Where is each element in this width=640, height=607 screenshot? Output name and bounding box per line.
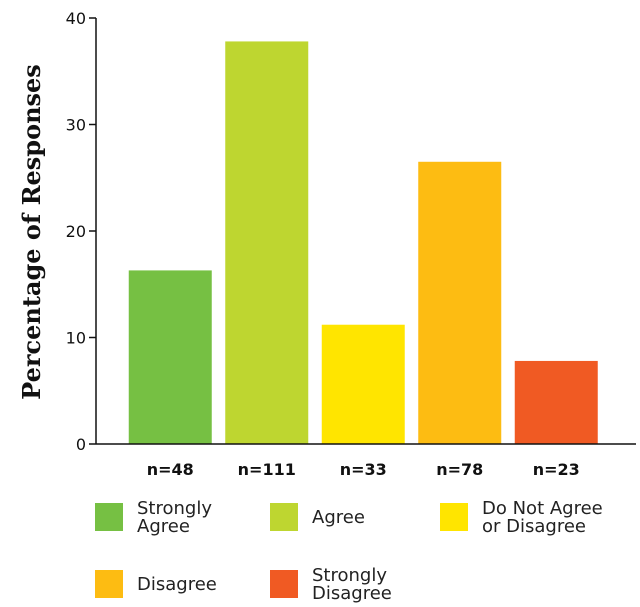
count-label: n=111 — [238, 460, 296, 479]
y-tick-label: 30 — [66, 116, 86, 135]
legend-swatch — [270, 570, 298, 598]
legend-swatch — [440, 503, 468, 531]
legend-label: Strongly — [137, 498, 212, 519]
bar-3 — [321, 324, 405, 444]
y-axis: 0 10 20 30 40 — [66, 9, 97, 454]
y-tick-label: 20 — [66, 222, 86, 241]
legend-label: Disagree — [137, 574, 217, 595]
count-label: n=23 — [533, 460, 580, 479]
legend-item: Disagree — [95, 570, 217, 598]
legend-swatch — [95, 570, 123, 598]
legend-label: Agree — [137, 516, 190, 537]
bar-1 — [128, 270, 212, 444]
count-label: n=48 — [147, 460, 194, 479]
bars-group — [128, 41, 598, 445]
y-axis-label: Percentage of Responses — [17, 64, 46, 400]
legend-item: Agree — [270, 503, 365, 531]
bar-2 — [225, 41, 309, 445]
y-tick-label: 10 — [66, 329, 86, 348]
bar-4 — [418, 161, 502, 444]
legend-label: Do Not Agree — [482, 498, 603, 519]
legend-label: Agree — [312, 507, 365, 528]
legend-swatch — [270, 503, 298, 531]
bar-5 — [514, 360, 598, 444]
legend-label: Disagree — [312, 583, 392, 604]
legend-swatch — [95, 503, 123, 531]
count-labels: n=48 n=111 n=33 n=78 n=23 — [147, 460, 580, 479]
y-tick-label: 0 — [76, 435, 86, 454]
count-label: n=78 — [436, 460, 483, 479]
legend-label: Strongly — [312, 565, 387, 586]
count-label: n=33 — [340, 460, 387, 479]
legend-label: or Disagree — [482, 516, 586, 537]
y-tick-label: 40 — [66, 9, 86, 28]
